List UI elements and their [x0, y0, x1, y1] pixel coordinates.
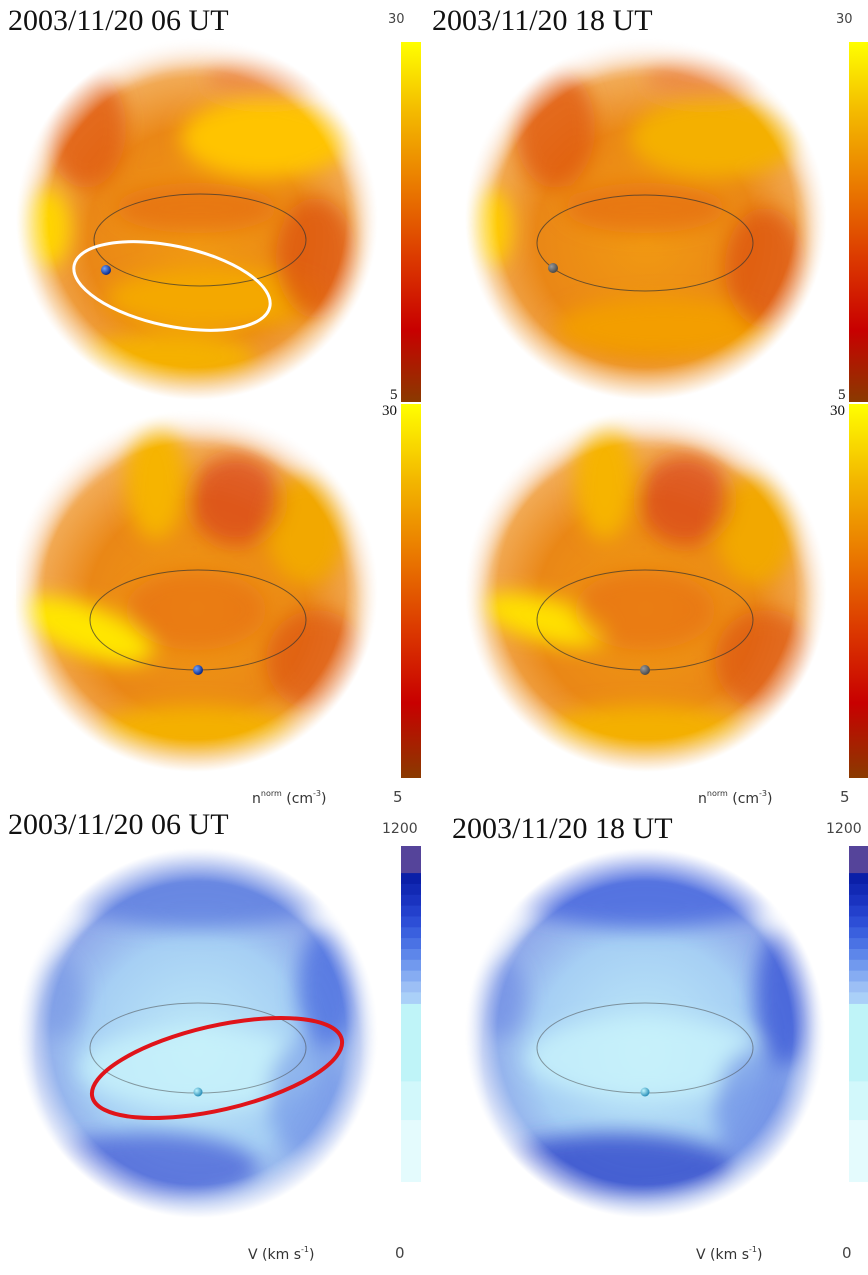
colorbar-step [849, 992, 868, 1005]
colorbar-step [849, 1081, 868, 1121]
earth-marker-bottom-left [193, 1087, 203, 1097]
colorbar-max-label-top-right: 30 [836, 12, 853, 27]
colorbar-step [849, 970, 868, 982]
colorbar-min-label-bottom-left: 0 [395, 1244, 405, 1262]
density-sphere-top-right [465, 38, 827, 400]
earth-orbit-top-right [536, 194, 754, 292]
highlight-ellipse-white [72, 240, 272, 332]
colorbar-step [401, 1120, 421, 1182]
velocity-colorbar-bottom-left [401, 846, 421, 1182]
colorbar-min-label-middle-left: 5 [393, 788, 403, 806]
colorbar-max-label-middle-right: 30 [830, 403, 845, 419]
earth-orbit-top-left [93, 193, 307, 287]
colorbar-fill [401, 42, 421, 402]
earth-orbit-middle-right [536, 569, 754, 671]
colorbar-min-label-top-left: 5 [390, 387, 398, 403]
panel-title-bottom-left: 2003/11/20 06 UT [8, 808, 229, 841]
colorbar-step [849, 905, 868, 917]
panel-title-bottom-right: 2003/11/20 18 UT [452, 812, 673, 845]
colorbar-step [849, 846, 868, 874]
density-colorbar-top-left [401, 42, 421, 402]
colorbar-step [849, 927, 868, 939]
earth-orbit-bottom-right [536, 1002, 754, 1094]
colorbar-step [401, 970, 421, 982]
colorbar-min-label-middle-right: 5 [840, 788, 850, 806]
highlight-ellipse-red [89, 1015, 345, 1121]
colorbar-step [849, 1003, 868, 1082]
colorbar-step [401, 916, 421, 928]
colorbar-min-label-bottom-right: 0 [842, 1244, 852, 1262]
colorbar-step [401, 981, 421, 993]
colorbar-max-label-top-left: 30 [388, 12, 405, 27]
earth-marker-top-left [101, 265, 111, 275]
colorbar-step [849, 894, 868, 907]
density-unit-label-left: nnorm (cm-3) [252, 789, 327, 807]
velocity-unit-label-right: V (km s-1) [696, 1245, 763, 1263]
colorbar-step [401, 992, 421, 1005]
earth-orbit-middle-left [89, 569, 307, 671]
earth-marker-middle-left [193, 665, 203, 675]
earth-marker-top-right [548, 263, 558, 273]
colorbar-step [401, 883, 421, 896]
colorbar-step [401, 927, 421, 939]
velocity-unit-label-left: V (km s-1) [248, 1245, 315, 1263]
colorbar-step [401, 938, 421, 950]
earth-marker-bottom-right [640, 1087, 650, 1097]
colorbar-step [849, 873, 868, 885]
velocity-sphere-bottom-right [465, 848, 825, 1218]
colorbar-max-label-middle-left: 30 [382, 403, 397, 419]
velocity-sphere-bottom-left [18, 848, 378, 1218]
colorbar-step [401, 905, 421, 917]
colorbar-step [849, 883, 868, 896]
colorbar-max-label-bottom-right: 1200 [826, 821, 862, 837]
colorbar-step [401, 873, 421, 885]
colorbar-fill [849, 42, 868, 402]
density-colorbar-top-right [849, 42, 868, 402]
colorbar-max-label-bottom-left: 1200 [382, 821, 418, 837]
colorbar-step [849, 938, 868, 950]
density-sphere-middle-left [16, 410, 378, 772]
colorbar-step [401, 846, 421, 874]
colorbar-step [401, 1003, 421, 1082]
colorbar-step [401, 948, 421, 961]
panel-title-top-left: 2003/11/20 06 UT [8, 4, 229, 37]
velocity-colorbar-bottom-right [849, 846, 868, 1182]
density-colorbar-middle-left [401, 404, 421, 778]
colorbar-step [849, 948, 868, 961]
colorbar-step [849, 959, 868, 972]
colorbar-step [849, 981, 868, 993]
colorbar-step [401, 1081, 421, 1121]
density-unit-label-right: nnorm (cm-3) [698, 789, 773, 807]
earth-marker-middle-right [640, 665, 650, 675]
colorbar-step [401, 894, 421, 907]
colorbar-step [401, 959, 421, 972]
density-sphere-middle-right [465, 410, 827, 772]
colorbar-fill [849, 404, 868, 778]
panel-title-top-right: 2003/11/20 18 UT [432, 4, 653, 37]
colorbar-fill [401, 404, 421, 778]
colorbar-min-label-top-right: 5 [838, 387, 846, 403]
colorbar-step [849, 916, 868, 928]
colorbar-step [849, 1120, 868, 1182]
density-colorbar-middle-right [849, 404, 868, 778]
density-sphere-top-left [16, 38, 378, 400]
